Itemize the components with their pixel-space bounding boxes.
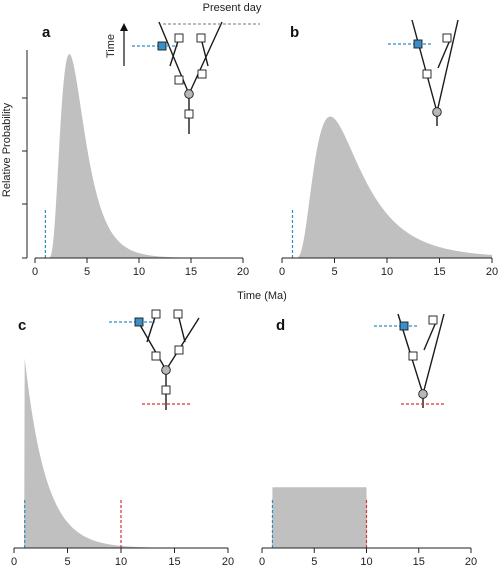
calibration-fossil: [134, 317, 144, 327]
panels: 0 5 10 15 20 a Time 0 5 10 15 20 b 0 5 10 15 20 c 0 5 10 15 20 d: [11, 19, 498, 568]
panel-letter-a: a: [42, 24, 51, 41]
tree-branch-left: [411, 19, 438, 113]
x-tick-label: 15: [433, 266, 445, 278]
density-area: [14, 358, 228, 548]
tree-branch-inner: [423, 321, 437, 351]
fossil-box: [174, 33, 184, 43]
fossil-box: [422, 69, 432, 79]
root-node: [184, 89, 194, 99]
fossil-box: [151, 309, 161, 319]
x-tick-label: 20: [465, 556, 477, 568]
x-axis-label: Time (Ma): [237, 290, 287, 302]
root-node: [418, 389, 428, 399]
x-tick-label: 0: [259, 556, 265, 568]
x-tick-label: 5: [64, 556, 70, 568]
tree-branch-inner: [169, 37, 180, 67]
time-arrow-label: Time: [105, 34, 117, 58]
tree-branch-right: [165, 317, 200, 371]
panel-letter-d: d: [276, 317, 285, 334]
fossil-box: [151, 351, 161, 361]
fossil-box: [197, 69, 207, 79]
panel-a: 0 5 10 15 20 a Time: [22, 21, 260, 278]
calibration-fossil: [413, 39, 423, 49]
density-area: [35, 54, 243, 258]
fossil-box: [408, 351, 418, 361]
x-tick-label: 10: [381, 266, 393, 278]
panel-letter-c: c: [18, 317, 26, 334]
tree-branch-right: [422, 313, 445, 395]
x-tick-label: 15: [168, 556, 180, 568]
panel-b: 0 5 10 15 20 b: [279, 19, 498, 278]
x-tick-label: 5: [84, 266, 90, 278]
x-tick-label: 15: [413, 556, 425, 568]
x-tick-label: 10: [115, 556, 127, 568]
calibration-fossil: [157, 41, 167, 51]
tree-branch-left: [135, 317, 167, 371]
panel-letter-b: b: [290, 24, 299, 41]
fossil-box: [428, 315, 438, 325]
present-day-label: Present day: [203, 2, 262, 14]
tree-branch-inner: [200, 37, 209, 67]
tree-branch-inner: [437, 39, 451, 69]
x-tick-label: 10: [133, 266, 145, 278]
time-arrowhead: [120, 23, 128, 31]
x-tick-label: 0: [279, 266, 285, 278]
x-tick-label: 20: [237, 266, 249, 278]
fossil-box: [442, 33, 452, 43]
density-area: [282, 116, 492, 258]
fossil-box: [173, 309, 183, 319]
tree-branch-right: [436, 19, 459, 113]
tree-branch-inner: [146, 313, 157, 343]
root-node: [161, 365, 171, 375]
y-axis-label: Relative Probability: [1, 102, 13, 197]
x-tick-label: 0: [11, 556, 17, 568]
tree-branch-left: [158, 21, 190, 95]
x-tick-label: 0: [32, 266, 38, 278]
fossil-box: [174, 345, 184, 355]
x-tick-label: 10: [360, 556, 372, 568]
fossil-box: [174, 75, 184, 85]
x-tick-label: 5: [331, 266, 337, 278]
x-tick-label: 15: [185, 266, 197, 278]
panel-d: 0 5 10 15 20 d: [259, 313, 477, 568]
calibration-fossil: [399, 321, 409, 331]
tree-branch-inner: [177, 313, 186, 343]
fossil-box: [161, 385, 171, 395]
panel-c: 0 5 10 15 20 c: [11, 309, 234, 568]
fossil-box: [184, 109, 194, 119]
x-tick-label: 20: [222, 556, 234, 568]
fossil-box: [196, 33, 206, 43]
root-node: [432, 107, 442, 117]
x-tick-label: 20: [486, 266, 498, 278]
x-tick-label: 5: [311, 556, 317, 568]
